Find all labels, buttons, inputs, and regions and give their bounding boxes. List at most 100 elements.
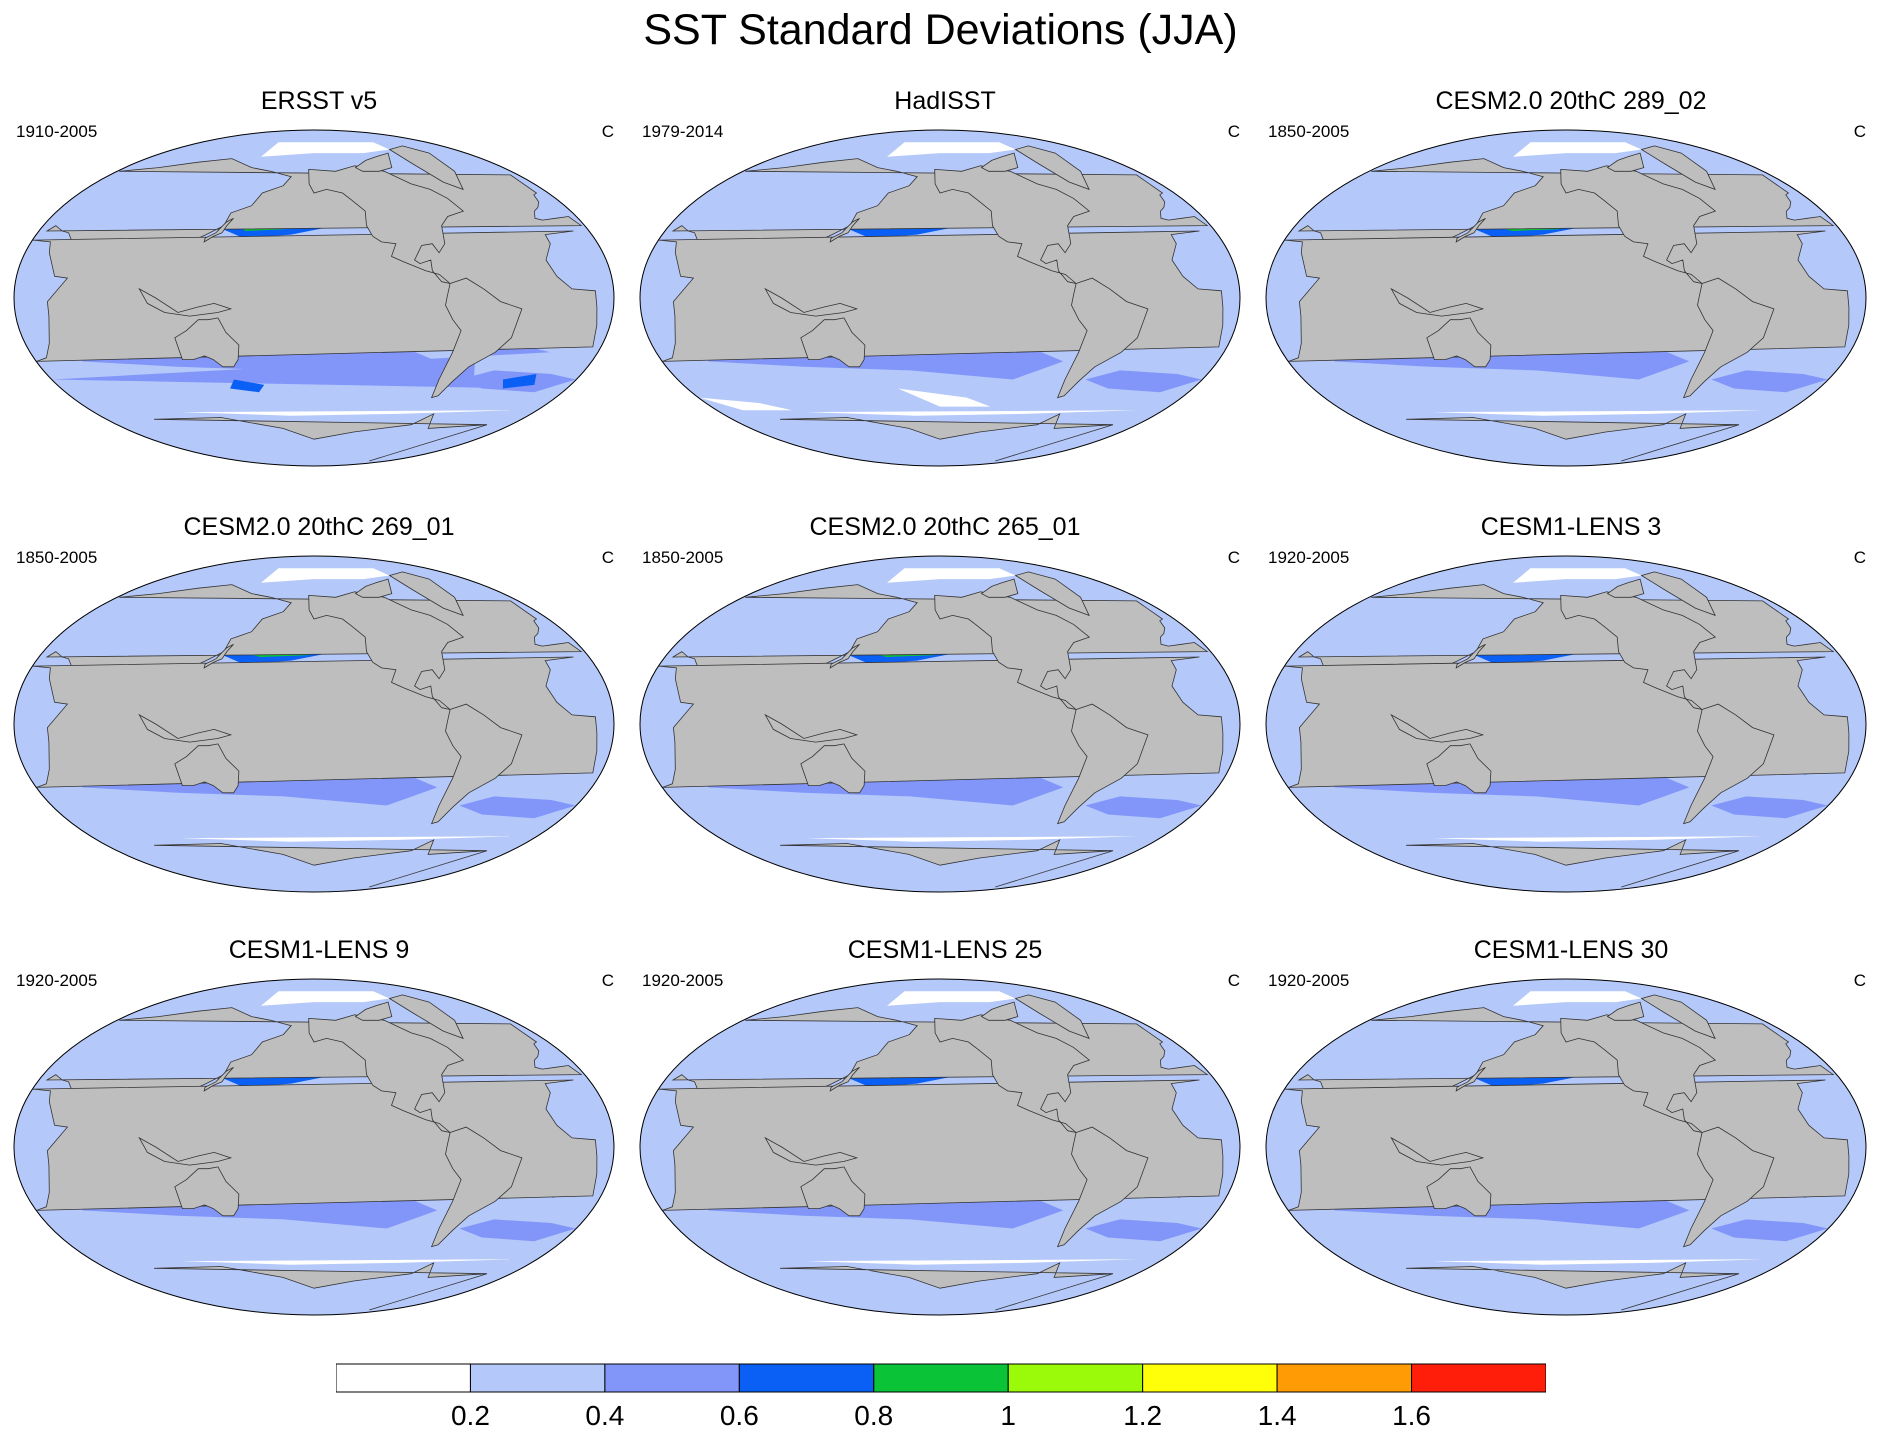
colorbar: [336, 1363, 1546, 1393]
sst-contour-region: [52, 334, 551, 389]
panel-title: HadISST: [894, 87, 996, 115]
colorbar-tick-label: 0.8: [854, 1400, 894, 1431]
sst-contour-region: [806, 410, 1137, 425]
land-africa: [658, 1079, 1224, 1211]
land-indonesia: [764, 713, 859, 743]
colorbar-box: [873, 1363, 1009, 1393]
panel-period: 1920-2005: [1268, 548, 1350, 567]
sst-contour-region: [1711, 1219, 1828, 1242]
sst-contour-region: [459, 1219, 576, 1242]
sst-contour-region: [180, 836, 511, 851]
map-panel: CESM1-LENS 25 1920-2005 C: [634, 935, 1256, 1345]
panel-units: C: [601, 971, 614, 990]
land-africa: [32, 230, 598, 362]
map-panel: HadISST 1979-2014 C: [634, 86, 1256, 496]
sst-contour-region: [180, 1259, 511, 1274]
land-arctic_is: [1606, 578, 1645, 598]
land-namerica: [1560, 591, 1717, 710]
land-greenland: [1014, 145, 1090, 191]
land-arctic_is: [354, 578, 393, 598]
land-antarctica: [780, 1262, 1114, 1311]
panel-period: 1850-2005: [16, 548, 98, 567]
panel-units: C: [1227, 548, 1240, 567]
land-indonesia: [764, 287, 859, 317]
land-greenland: [1014, 994, 1090, 1040]
land-africa: [32, 656, 598, 788]
land-japan: [829, 643, 860, 669]
map-outline: [639, 978, 1241, 1316]
sst-contour-region: [887, 568, 1016, 583]
land-africa: [658, 230, 1224, 362]
world-map: [13, 555, 615, 893]
land-africa: [1284, 230, 1850, 362]
sst-contour-region: [1432, 836, 1763, 851]
world-map: [1265, 555, 1867, 893]
sst-contour-region: [1711, 370, 1828, 393]
land-arctic_is: [354, 152, 393, 172]
map-panel: ERSST v5 1910-2005 C: [8, 86, 630, 496]
land-indonesia: [764, 1136, 859, 1166]
land-australia: [174, 743, 240, 794]
panel-title: CESM1-LENS 3: [1480, 513, 1662, 541]
land-antarctica: [780, 413, 1114, 462]
land-samerica: [1682, 703, 1775, 825]
sst-contour-region: [459, 796, 576, 819]
land-namerica: [1560, 1014, 1717, 1133]
land-greenland: [388, 994, 464, 1040]
land-samerica: [430, 277, 523, 399]
sst-contour-region: [806, 1259, 1137, 1274]
land-greenland: [1640, 571, 1716, 617]
panel-units: C: [1227, 122, 1240, 141]
sst-contour-region: [1513, 568, 1642, 583]
panel-period: 1850-2005: [642, 548, 724, 567]
map-outline: [1265, 555, 1867, 893]
land-australia: [800, 743, 866, 794]
panel-period: 1979-2014: [642, 122, 724, 141]
panel-period: 1920-2005: [16, 971, 98, 990]
land-australia: [1426, 317, 1492, 368]
panel-title: CESM1-LENS 9: [228, 936, 410, 964]
land-arctic_is: [1606, 152, 1645, 172]
colorbar-tick-label: 0.2: [450, 1400, 490, 1431]
colorbar-tick-label: 1.2: [1123, 1400, 1163, 1431]
land-antarctica: [1406, 1262, 1740, 1311]
land-africa: [1284, 1079, 1850, 1211]
land-antarctica: [780, 839, 1114, 888]
land-japan: [1455, 217, 1486, 243]
land-samerica: [1682, 1126, 1775, 1248]
land-antarctica: [154, 413, 488, 462]
land-greenland: [388, 145, 464, 191]
land-arctic_is: [980, 1001, 1019, 1021]
land-samerica: [1056, 277, 1149, 399]
land-australia: [174, 1166, 240, 1217]
colorbar-tick-label: 1.6: [1392, 1400, 1432, 1431]
sst-contour-region: [887, 991, 1016, 1006]
land-australia: [800, 317, 866, 368]
colorbar-box: [604, 1363, 740, 1393]
land-japan: [203, 1066, 234, 1092]
sst-contour-region: [699, 823, 1152, 840]
sst-contour-region: [1325, 397, 1778, 414]
land-samerica: [430, 1126, 523, 1248]
land-japan: [829, 1066, 860, 1092]
panel-units: C: [1853, 548, 1866, 567]
colorbar-box: [1007, 1363, 1144, 1393]
land-japan: [1455, 643, 1486, 669]
sst-contour-region: [1085, 796, 1202, 819]
sst-contour-region: [73, 823, 526, 840]
panel-period: 1920-2005: [1268, 971, 1350, 990]
map-panel: CESM1-LENS 3 1920-2005 C: [1260, 512, 1881, 922]
land-namerica: [934, 1014, 1091, 1133]
panel-units: C: [601, 122, 614, 141]
map-outline: [1265, 978, 1867, 1316]
land-greenland: [388, 571, 464, 617]
land-antarctica: [1406, 413, 1740, 462]
panel-title: CESM2.0 20thC 265_01: [809, 513, 1081, 541]
colorbar-box: [1411, 1363, 1546, 1393]
land-indonesia: [138, 287, 233, 317]
sst-contour-region: [180, 410, 511, 425]
land-arctic_is: [980, 152, 1019, 172]
sst-contour-region: [806, 836, 1137, 851]
sst-contour-region: [1513, 142, 1642, 157]
land-australia: [1426, 1166, 1492, 1217]
